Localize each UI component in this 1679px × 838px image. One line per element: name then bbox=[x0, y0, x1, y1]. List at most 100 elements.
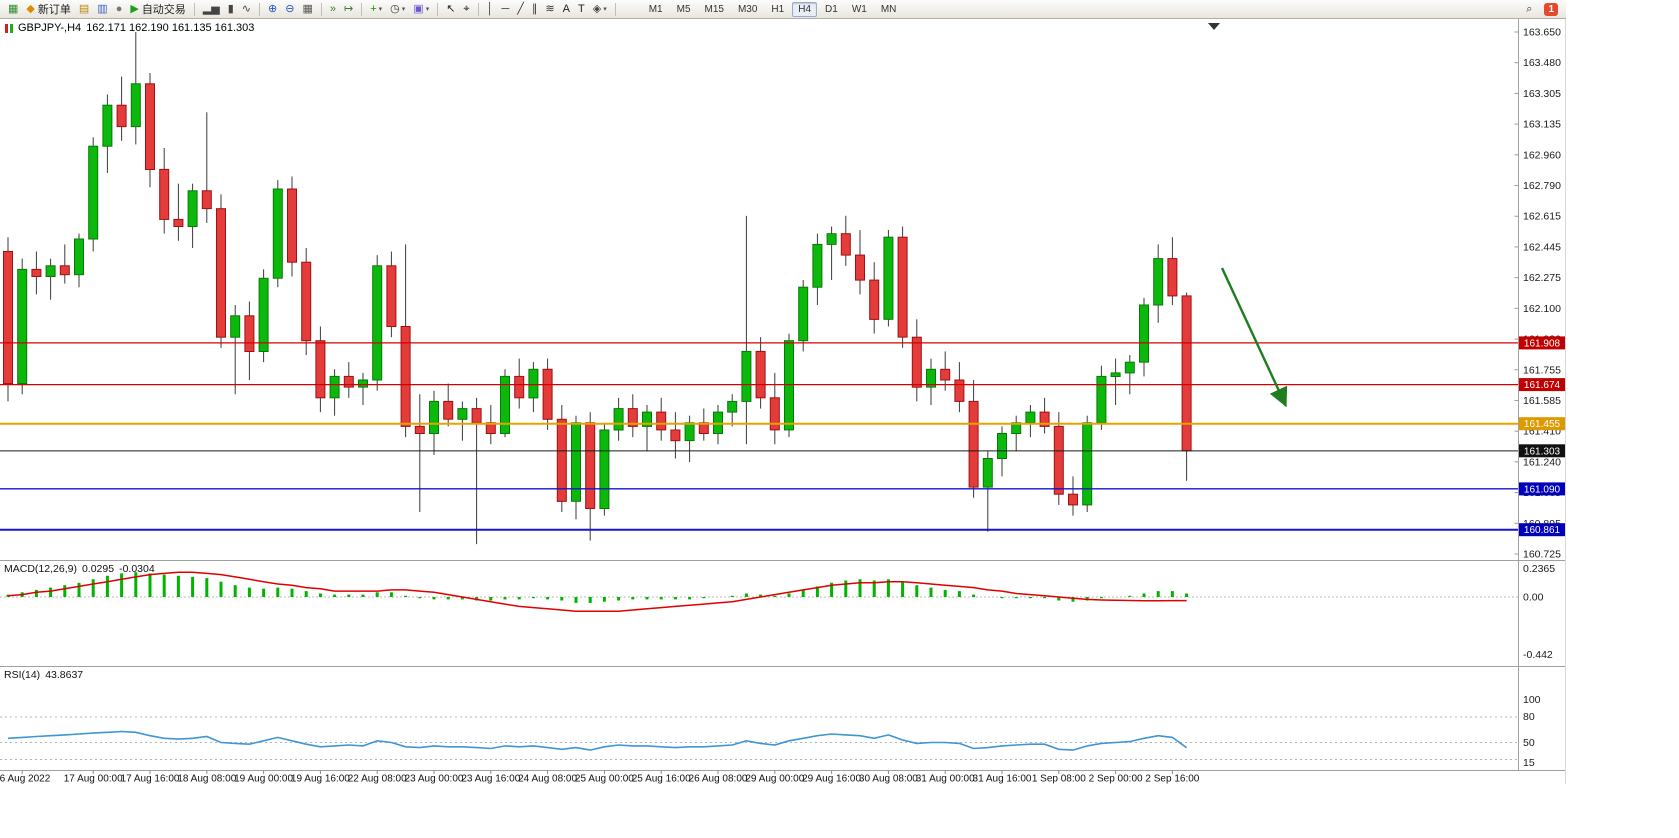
chart-symbol-period: GBPJPY-,H4 bbox=[18, 22, 82, 34]
svg-text:31 Aug 00:00: 31 Aug 00:00 bbox=[916, 774, 975, 785]
crosshair-tool-icon[interactable]: ⌖ bbox=[460, 1, 472, 17]
tile-windows-icon: ▦ bbox=[302, 2, 313, 15]
auto-scroll-icon: » bbox=[329, 2, 336, 15]
chart-shift-icon: ↦ bbox=[343, 2, 354, 15]
new-order-button[interactable]: ◆ 新订单 bbox=[23, 1, 73, 17]
charts-icon[interactable]: ▤ bbox=[76, 1, 92, 17]
shapes-tool-button[interactable]: ◈ ▾ bbox=[590, 1, 610, 17]
channel-tool-icon: ∥ bbox=[531, 2, 538, 15]
auto-scroll-icon[interactable]: » bbox=[327, 1, 339, 17]
search-icon[interactable]: ⌕ bbox=[1523, 1, 1535, 17]
terminal-icon[interactable]: ▦ bbox=[5, 1, 21, 17]
periods-button[interactable]: ◷ ▾ bbox=[387, 1, 408, 17]
tf-h4-button[interactable]: H4 bbox=[792, 1, 818, 17]
svg-text:160.725: 160.725 bbox=[1523, 549, 1561, 561]
svg-text:2 Sep 00:00: 2 Sep 00:00 bbox=[1089, 774, 1143, 785]
crosshair-tool-icon: ⌖ bbox=[463, 2, 470, 15]
svg-text:17 Aug 16:00: 17 Aug 16:00 bbox=[121, 774, 180, 785]
svg-text:161.755: 161.755 bbox=[1523, 364, 1561, 376]
svg-text:15: 15 bbox=[1523, 757, 1535, 769]
svg-text:161.908: 161.908 bbox=[1524, 338, 1561, 349]
svg-text:161.455: 161.455 bbox=[1524, 419, 1561, 430]
svg-text:163.480: 163.480 bbox=[1523, 57, 1561, 69]
new-order-icon: ◆ bbox=[26, 2, 35, 15]
terminal-icon: ▦ bbox=[8, 2, 19, 15]
macd-name: MACD(12,26,9) bbox=[4, 563, 77, 575]
horizontal-line-tool-icon[interactable]: ─ bbox=[499, 1, 513, 17]
data-window-icon[interactable]: ● bbox=[113, 1, 126, 17]
trend-arrow[interactable] bbox=[1220, 267, 1288, 408]
svg-text:163.135: 163.135 bbox=[1523, 119, 1561, 131]
svg-text:-0.442: -0.442 bbox=[1523, 649, 1553, 661]
chevron-down-icon: ▾ bbox=[378, 6, 383, 13]
zoom-out-icon[interactable]: ⊖ bbox=[282, 1, 297, 17]
svg-text:161.674: 161.674 bbox=[1524, 380, 1561, 391]
toolbar: ▦ ◆ 新订单 ▤ ▥ ● ▶ 自动交易 ▂▅ ▮ ∿ ⊕ ⊖ ▦» ↦ + ▾ ◷ ▾ ▣ ▾ ↖ ⌖ │ ─ ╱ ∥ ≋ A T ◈ ▾ M… bbox=[0, 0, 1566, 19]
chevron-down-icon: ▾ bbox=[401, 6, 406, 13]
line-chart-mode-icon[interactable]: ∿ bbox=[239, 1, 254, 17]
toolbar-separator bbox=[193, 2, 195, 16]
svg-text:29 Aug 16:00: 29 Aug 16:00 bbox=[802, 774, 861, 785]
timeframe-group: M1 M5 M15 M30 H1 H4 D1 W1 MN bbox=[642, 1, 904, 17]
svg-text:50: 50 bbox=[1523, 737, 1535, 749]
rsi-value: 43.8637 bbox=[45, 669, 84, 681]
templates-button[interactable]: ▣ ▾ bbox=[410, 1, 432, 17]
channel-tool-icon[interactable]: ∥ bbox=[529, 1, 541, 17]
cursor-tool-icon[interactable]: ↖ bbox=[443, 1, 458, 17]
tf-m30-button[interactable]: M30 bbox=[737, 3, 758, 15]
svg-text:31 Aug 16:00: 31 Aug 16:00 bbox=[973, 774, 1032, 785]
label-tool-icon: T bbox=[577, 2, 585, 15]
data-window-icon: ● bbox=[115, 2, 123, 15]
toolbar-separator bbox=[477, 2, 479, 16]
label-tool-icon[interactable]: T bbox=[575, 1, 588, 17]
tile-windows-icon[interactable]: ▦ bbox=[299, 1, 315, 17]
indicators-add-button[interactable]: + ▾ bbox=[367, 1, 385, 17]
candle-chart-mode-icon[interactable]: ▮ bbox=[225, 1, 237, 17]
line-chart-mode-icon: ∿ bbox=[241, 2, 252, 15]
search-icon: ⌕ bbox=[1526, 2, 1533, 15]
notification-badge[interactable]: 1 bbox=[1544, 2, 1558, 16]
zoom-in-icon[interactable]: ⊕ bbox=[265, 1, 280, 17]
horizontal-lines-layer[interactable] bbox=[0, 342, 1518, 531]
autotrade-button[interactable]: ▶ 自动交易 bbox=[127, 1, 188, 17]
navigator-icon[interactable]: ▥ bbox=[94, 1, 110, 17]
tf-d1-button[interactable]: D1 bbox=[825, 3, 838, 15]
chart-shift-marker[interactable] bbox=[1208, 23, 1220, 30]
tf-w1-button[interactable]: W1 bbox=[851, 3, 867, 15]
tf-m15-button[interactable]: M15 bbox=[704, 3, 724, 15]
svg-text:163.650: 163.650 bbox=[1523, 27, 1561, 39]
svg-text:25 Aug 00:00: 25 Aug 00:00 bbox=[575, 774, 634, 785]
tf-m1-button[interactable]: M1 bbox=[648, 3, 663, 15]
vertical-line-tool-icon[interactable]: │ bbox=[484, 1, 497, 17]
chart-shift-icon[interactable]: ↦ bbox=[341, 1, 356, 17]
chevron-down-icon: ▾ bbox=[603, 6, 607, 13]
trendline-tool-icon[interactable]: ╱ bbox=[514, 1, 527, 17]
new-order-button-label: 新订单 bbox=[37, 4, 71, 16]
toolbar-separator bbox=[361, 2, 363, 16]
macd-main-value: 0.0295 bbox=[81, 563, 115, 575]
fibonacci-tool-icon[interactable]: ≋ bbox=[542, 1, 557, 17]
svg-text:19 Aug 16:00: 19 Aug 16:00 bbox=[291, 774, 350, 785]
templates-icon: ▣ bbox=[413, 2, 424, 15]
tf-h1-button[interactable]: H1 bbox=[771, 3, 785, 15]
toolbar-separator bbox=[320, 2, 322, 16]
rsi-label: RSI(14) 43.8637 bbox=[4, 669, 83, 681]
rsi-panel: 100 80 50 15 bbox=[0, 694, 1541, 769]
bar-chart-mode-icon[interactable]: ▂▅ bbox=[200, 1, 223, 17]
svg-text:162.275: 162.275 bbox=[1523, 272, 1561, 284]
horizontal-line-tool-icon: ─ bbox=[501, 2, 510, 15]
tf-m5-button[interactable]: M5 bbox=[676, 3, 691, 15]
text-tool-icon[interactable]: A bbox=[560, 1, 573, 17]
bar-chart-mode-icon: ▂▅ bbox=[202, 2, 220, 15]
svg-text:163.305: 163.305 bbox=[1523, 88, 1561, 100]
svg-text:25 Aug 16:00: 25 Aug 16:00 bbox=[632, 774, 691, 785]
svg-text:80: 80 bbox=[1523, 711, 1535, 723]
tf-mn-button[interactable]: MN bbox=[880, 3, 897, 15]
svg-text:162.100: 162.100 bbox=[1523, 303, 1561, 315]
svg-text:19 Aug 00:00: 19 Aug 00:00 bbox=[234, 774, 293, 785]
indicators-add-icon: + bbox=[370, 2, 377, 15]
macd-label: MACD(12,26,9) 0.0295 -0.0304 bbox=[4, 563, 155, 575]
